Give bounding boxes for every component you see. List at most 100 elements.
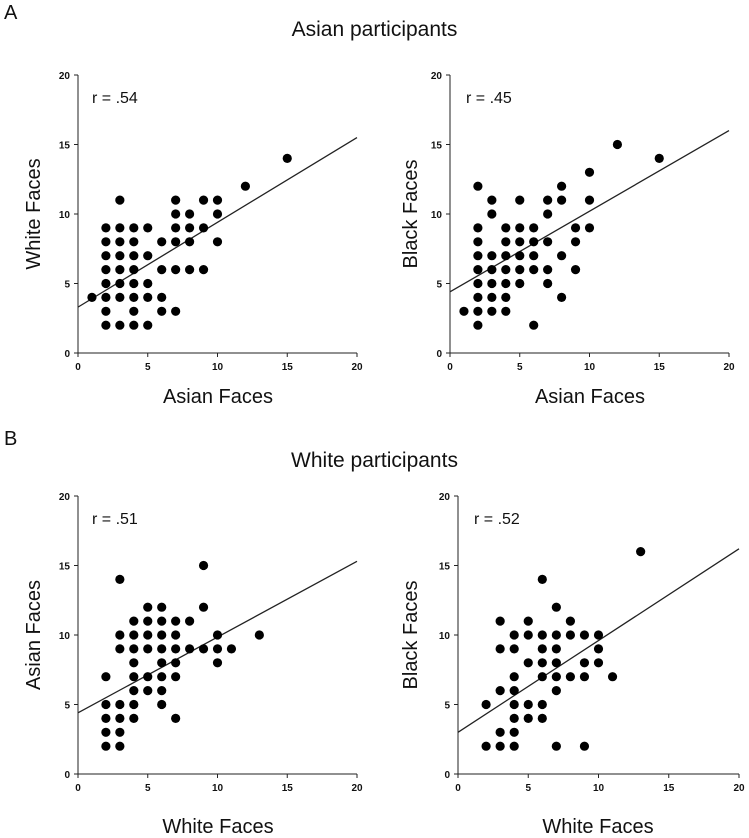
plot4-data-point bbox=[495, 686, 505, 696]
plot3-data-point bbox=[115, 699, 125, 710]
plot1-x-tick-label: 0 bbox=[75, 362, 81, 373]
plot1-y-tick-label: 20 bbox=[59, 71, 71, 82]
plot1-regression-line bbox=[77, 136, 358, 308]
plot4-x-tick-label: 5 bbox=[525, 783, 531, 794]
plot3-data-point bbox=[101, 672, 111, 682]
plot1-data-point bbox=[115, 278, 125, 289]
plot4-data-point bbox=[565, 630, 576, 640]
plot2-data-point bbox=[570, 237, 581, 247]
plot4-data-point bbox=[537, 699, 547, 710]
plot3-x-tick-label: 20 bbox=[351, 783, 363, 794]
plot4-x-tick-label: 0 bbox=[455, 783, 461, 794]
plot3-data-point bbox=[143, 616, 153, 626]
plot3-data-point bbox=[143, 672, 153, 682]
plot3-data-point bbox=[115, 630, 125, 640]
plot1-data-point bbox=[101, 278, 111, 289]
plot1-data-point bbox=[143, 278, 153, 289]
plot4-regression-line bbox=[457, 548, 740, 733]
plot3-data-point bbox=[115, 574, 125, 585]
plot4-data-point bbox=[495, 741, 505, 751]
plot4-data-point bbox=[509, 630, 519, 640]
plot3-data-point bbox=[129, 672, 139, 682]
plot1-data-point bbox=[185, 237, 195, 247]
plot3-data-point bbox=[129, 686, 139, 696]
plot3-data-point bbox=[129, 658, 139, 668]
plot1-x-tick-label: 5 bbox=[145, 362, 151, 373]
plot4-data-point bbox=[551, 686, 561, 696]
plot1-data-point bbox=[143, 223, 153, 233]
plot1-data-point bbox=[129, 251, 139, 261]
plot3-data-point bbox=[129, 713, 139, 724]
plot2-data-point bbox=[473, 265, 483, 275]
plot2-y-tick-label: 15 bbox=[431, 141, 443, 152]
plot1-y-tick-label: 15 bbox=[59, 141, 71, 152]
plot1-data-point bbox=[115, 195, 125, 205]
plot2-data-point bbox=[557, 251, 567, 261]
plot3-data-point bbox=[143, 644, 153, 654]
plot4-data-point bbox=[593, 644, 604, 654]
plot2-data-point bbox=[473, 292, 483, 302]
plot3-data-point bbox=[115, 713, 125, 724]
plot4-data-point bbox=[523, 713, 533, 724]
plot2-data-point bbox=[529, 265, 539, 275]
plot4-correlation-label: r = .52 bbox=[474, 511, 520, 528]
plot3-data-point bbox=[171, 616, 181, 626]
plot2-x-tick-label: 10 bbox=[584, 362, 596, 373]
plot3-data-point bbox=[171, 713, 181, 724]
plot4-data-point bbox=[523, 699, 533, 710]
plot4-data-point bbox=[579, 658, 590, 668]
plot2-data-point bbox=[487, 209, 497, 219]
plot2-data-point bbox=[584, 223, 595, 233]
plot4-data-point bbox=[537, 658, 547, 668]
plot3-y-tick-label: 15 bbox=[59, 562, 71, 573]
plot4-data-point bbox=[607, 672, 618, 682]
plot1-data-point bbox=[198, 265, 209, 275]
plot2-data-point bbox=[557, 292, 567, 302]
plot3-data-point bbox=[212, 644, 223, 654]
plot1-data-point bbox=[240, 181, 250, 191]
plot3-data-point bbox=[157, 644, 167, 654]
plot1-data-point bbox=[157, 292, 167, 302]
plot2-data-point bbox=[473, 181, 483, 191]
plot3-data-point bbox=[101, 727, 111, 737]
plot4-data-point bbox=[593, 658, 604, 668]
plot1-data-point bbox=[282, 153, 292, 163]
plot1-data-point bbox=[129, 292, 139, 302]
plot4-y-axis-label: Black Faces bbox=[400, 581, 422, 690]
plot2-data-point bbox=[501, 278, 511, 289]
plot4-data-point bbox=[509, 741, 519, 751]
plot1-y-tick-label: 0 bbox=[64, 349, 70, 360]
plot3-data-point bbox=[171, 658, 181, 668]
plot2-y-tick-label: 10 bbox=[431, 210, 443, 221]
plot2-data-point bbox=[612, 139, 623, 150]
plot4-data-point bbox=[523, 630, 533, 640]
plot3-x-tick-label: 5 bbox=[145, 783, 151, 794]
plot3-correlation-label: r = .51 bbox=[92, 511, 138, 528]
plot2-data-point bbox=[529, 251, 539, 261]
plot4-data-point bbox=[551, 630, 561, 640]
plot3-data-point bbox=[171, 644, 181, 654]
plot2-data-point bbox=[515, 237, 525, 247]
plot3-y-tick-label: 10 bbox=[59, 631, 71, 642]
plot3-data-point bbox=[226, 644, 237, 654]
plot4-data-point bbox=[579, 672, 590, 682]
plot1-data-point bbox=[185, 223, 195, 233]
plot4-data-point bbox=[523, 658, 533, 668]
plot4-data-point bbox=[509, 713, 519, 724]
plot3-data-point bbox=[157, 658, 167, 668]
plot1-data-point bbox=[212, 195, 223, 205]
plot4-data-point bbox=[509, 727, 519, 737]
plot3-data-point bbox=[198, 602, 209, 612]
plot3-data-point bbox=[157, 686, 167, 696]
plot1-data-point bbox=[212, 209, 223, 219]
plot2-data-point bbox=[473, 223, 483, 233]
plot4-data-point bbox=[537, 672, 547, 682]
plot2-y-tick-label: 0 bbox=[436, 349, 442, 360]
plot2-x-axis-label: Asian Faces bbox=[535, 386, 645, 408]
plot4-data-point bbox=[509, 672, 519, 682]
plot3-y-tick-label: 0 bbox=[64, 770, 70, 781]
plot2-data-point bbox=[529, 320, 539, 330]
section-title-white-participants: White participants bbox=[291, 449, 458, 472]
plot1-data-point bbox=[129, 278, 139, 289]
plot1-data-point bbox=[212, 237, 223, 247]
